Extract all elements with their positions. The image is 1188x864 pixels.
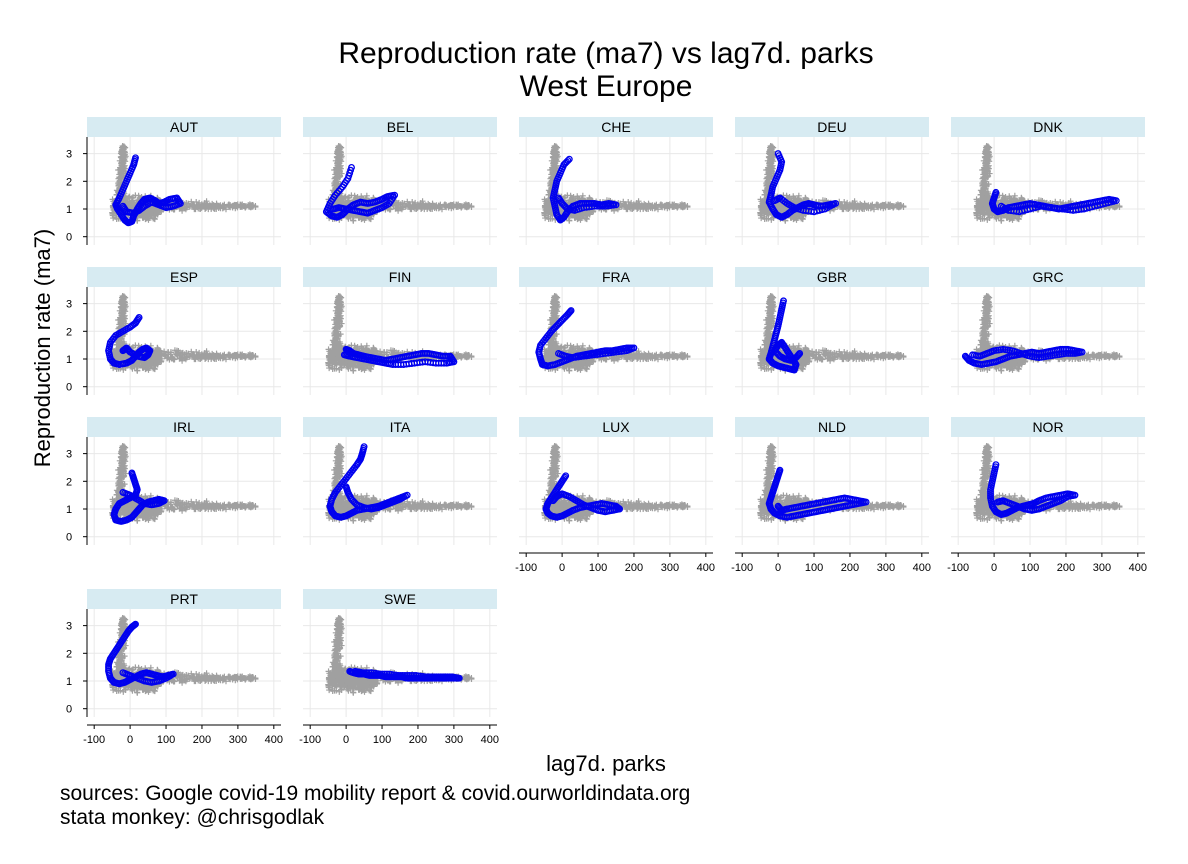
y-tick-label: 3: [66, 149, 72, 161]
background-point: [143, 215, 150, 222]
panel-che: CHE: [519, 117, 713, 245]
panel-label: DEU: [817, 119, 847, 135]
y-tick-label: 2: [66, 176, 72, 188]
chart-subtitle: West Europe: [520, 70, 693, 103]
y-tick-label: 1: [66, 204, 72, 216]
panel-label: BEL: [387, 119, 414, 135]
panel-deu: DEU: [735, 117, 929, 245]
background-point: [109, 196, 116, 203]
panel-strip: [87, 117, 281, 137]
panel-dnk: DNK: [951, 117, 1145, 245]
chart-title: Reproduction rate (ma7) vs lag7d. parks: [338, 37, 873, 70]
panel-bel: BEL: [303, 117, 497, 245]
panel-label: AUT: [170, 119, 198, 135]
panel-label: CHE: [601, 119, 631, 135]
panel-aut: AUT 0 1 2 3: [66, 117, 281, 245]
panel-label: DNK: [1033, 119, 1063, 135]
y-tick-label: 0: [66, 232, 72, 244]
background-point: [110, 215, 117, 222]
